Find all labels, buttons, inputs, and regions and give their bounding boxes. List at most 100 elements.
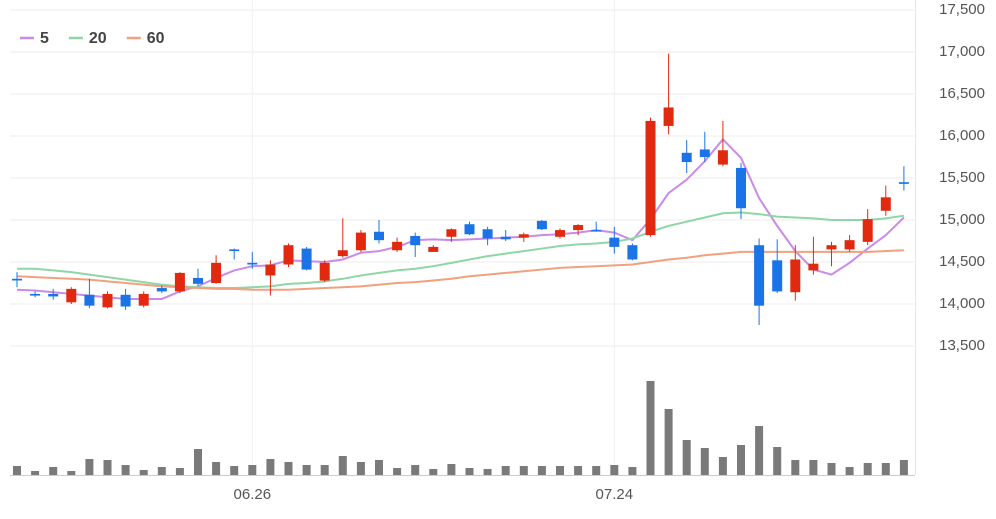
candle-body: [30, 293, 41, 296]
volume-bar: [411, 465, 420, 475]
candle-body: [591, 230, 602, 232]
volume-bar: [429, 469, 438, 475]
volume-bar: [302, 465, 311, 475]
volume-bar: [537, 466, 546, 475]
volume-bar: [266, 459, 275, 475]
volume-bar: [519, 466, 528, 475]
volume-bar: [338, 456, 347, 475]
volume-bar: [320, 465, 329, 475]
volume-bar: [49, 467, 58, 475]
ma-line: [16, 137, 905, 300]
volume-bar: [809, 460, 818, 475]
volume-bar: [773, 447, 782, 475]
volume-bar: [447, 464, 456, 475]
volume-bar: [465, 468, 474, 475]
candle-body: [573, 225, 584, 231]
candle-body: [736, 167, 746, 209]
legend-label: 5: [40, 30, 49, 47]
volume-bar: [175, 468, 184, 475]
volume-bar: [628, 467, 637, 475]
volume-bar: [85, 459, 94, 475]
candle-body: [211, 262, 222, 283]
candle-body: [754, 245, 765, 306]
candle-body: [48, 293, 59, 297]
candle-body: [301, 248, 312, 270]
volume-bar: [737, 445, 745, 475]
candle-body: [265, 264, 276, 276]
volume-bar: [13, 466, 21, 475]
legend-label: 60: [147, 30, 165, 47]
volume-bar: [248, 465, 257, 475]
candle-body: [464, 224, 475, 235]
volume-bar: [483, 469, 492, 475]
candle-body: [518, 234, 529, 238]
volume-bar: [230, 466, 239, 475]
volume-bar: [755, 426, 764, 475]
volume-bar: [682, 440, 691, 475]
candle-body: [609, 237, 620, 247]
volume-bar: [610, 465, 619, 475]
candle-body: [663, 107, 674, 126]
legend: 5 20 60: [20, 30, 165, 47]
candle-body: [84, 294, 95, 306]
x-tick-label: 07.24: [596, 486, 634, 503]
legend-label: 20: [89, 30, 107, 47]
y-tick-label: 13,500: [939, 337, 985, 354]
candle-body: [355, 232, 366, 251]
candle-body: [808, 263, 819, 271]
candle-body: [120, 294, 131, 307]
candle-body: [374, 231, 384, 241]
volume-bar: [284, 462, 293, 475]
volume-bar: [67, 471, 76, 475]
volume-bar: [881, 463, 890, 475]
candle-body: [229, 249, 240, 252]
volume-bar: [212, 462, 221, 475]
candle-body: [772, 260, 783, 292]
y-tick-label: 16,000: [939, 127, 985, 144]
candle-body: [319, 262, 330, 281]
volume-bar: [556, 466, 564, 475]
volume-bar: [375, 460, 383, 475]
candle-body: [645, 120, 656, 236]
ma-line: [17, 211, 905, 290]
volume-bar: [791, 460, 800, 475]
volume-bar: [501, 466, 510, 475]
candle-body: [699, 149, 710, 157]
y-tick-label: 17,500: [939, 1, 985, 18]
candle-body: [428, 246, 439, 252]
candle-body: [66, 288, 77, 303]
candle-body: [102, 293, 113, 308]
candle-body: [880, 197, 891, 211]
volume-bar: [121, 465, 130, 475]
y-tick-label: 16,500: [939, 85, 985, 102]
volume-bar: [646, 381, 655, 475]
candle-body: [555, 230, 565, 237]
volume-bar: [718, 457, 727, 475]
candle-body: [500, 236, 511, 240]
volume-bar: [574, 466, 583, 475]
candle-body: [717, 150, 728, 165]
volume-bar: [592, 466, 601, 475]
candle-body: [681, 152, 692, 163]
y-tick-label: 14,000: [939, 295, 985, 312]
y-tick-label: 14,500: [939, 253, 985, 270]
candle-body: [174, 272, 185, 292]
candle-body: [898, 182, 909, 184]
y-tick-label: 15,500: [939, 169, 985, 186]
candle-body: [844, 240, 855, 250]
candle-body: [862, 219, 873, 242]
x-tick-label: 06.26: [234, 486, 272, 503]
candle-body: [446, 229, 457, 237]
candle-body: [12, 278, 22, 281]
candle-body: [138, 293, 149, 306]
volume-bar: [827, 463, 836, 475]
volume-bar: [393, 468, 402, 475]
volume-bar: [103, 460, 112, 475]
candle-body: [826, 245, 837, 250]
candle-body: [410, 235, 421, 246]
candle-body: [337, 250, 348, 257]
candle-body: [392, 241, 403, 251]
candle-body: [193, 277, 203, 284]
